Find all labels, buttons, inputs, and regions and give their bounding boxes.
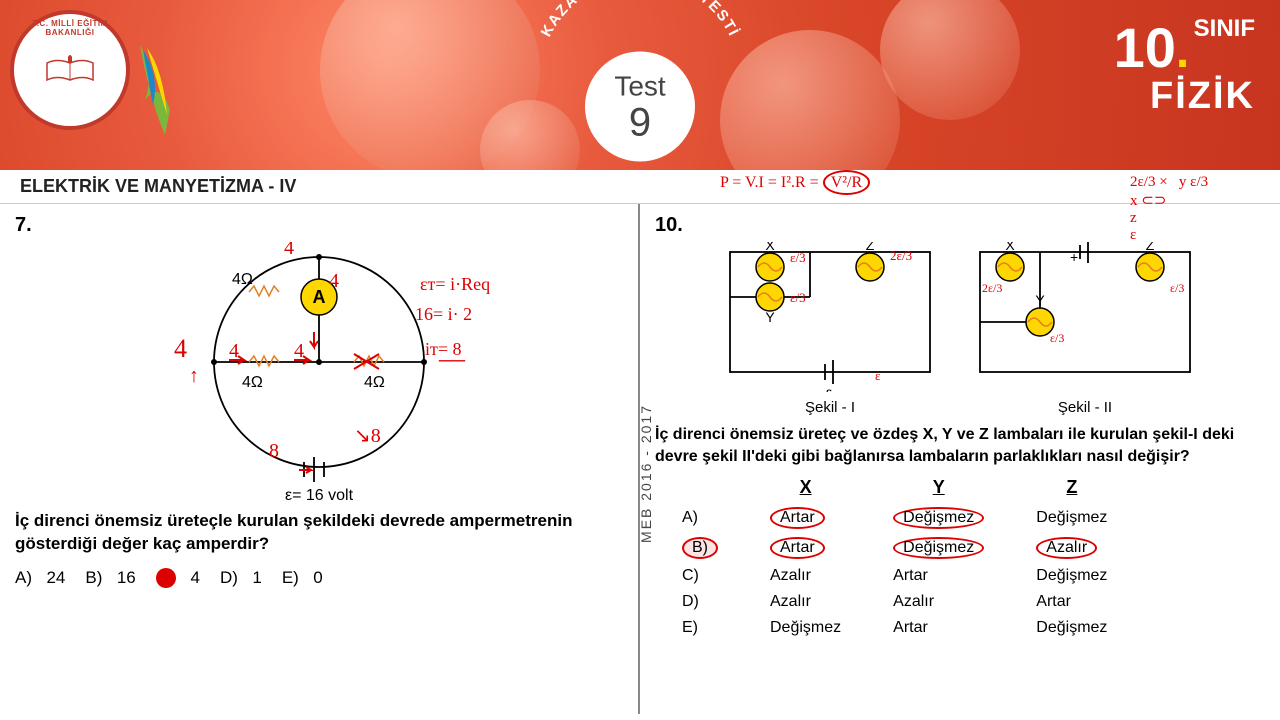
svg-text:ε= 16 volt: ε= 16 volt: [285, 487, 354, 502]
q7-opt-d: D) 1: [220, 568, 262, 588]
test-number: 9: [629, 103, 651, 143]
svg-text:↑: ↑: [189, 365, 199, 387]
circuit-sekil-1: X Y Z ε ε/3 ε/3 2ε/3 ε: [720, 242, 940, 392]
q10-row-b: B)ArtarDeğişmezAzalır: [657, 534, 1132, 562]
grade-number: 10: [1114, 16, 1176, 79]
q10-circuits: X Y Z ε ε/3 ε/3 2ε/3 ε Şekil - I: [655, 242, 1265, 416]
question-7: 7. 4Ω 4Ω 4Ω A ε= 16 volt 4: [0, 204, 640, 714]
q10-row-a: A)ArtarDeğişmezDeğişmez: [657, 504, 1132, 532]
subject-label: FİZİK: [1114, 75, 1255, 118]
q10-side-annot: 2ε/3 × y ε/3x ⊂⊃zε: [1130, 174, 1208, 244]
svg-text:+: +: [1070, 249, 1078, 265]
svg-text:4: 4: [294, 340, 304, 362]
svg-text:ε/3: ε/3: [1170, 281, 1184, 295]
svg-text:Y: Y: [765, 309, 775, 325]
q10-text: İç direnci önemsiz üreteç ve özdeş X, Y …: [655, 424, 1265, 467]
svg-text:4: 4: [284, 242, 294, 259]
topic-bar: ELEKTRİK VE MANYETİZMA - IV: [0, 170, 1280, 204]
svg-text:4Ω: 4Ω: [242, 374, 263, 391]
svg-text:ε: ε: [875, 368, 881, 383]
ministry-text: T.C. MİLLİ EĞİTİM BAKANLIĞI: [14, 19, 126, 37]
ministry-logo: T.C. MİLLİ EĞİTİM BAKANLIĞI: [10, 10, 160, 160]
svg-text:ε: ε: [826, 384, 832, 392]
question-10: MEB 2016 - 2017 10. P = V.I = I².R = V²/…: [640, 204, 1280, 714]
svg-text:KAZANIM KAVRAMA TESTİ: KAZANIM KAVRAMA TESTİ: [538, 0, 743, 40]
svg-text:ε/3: ε/3: [790, 290, 806, 305]
content-area: 7. 4Ω 4Ω 4Ω A ε= 16 volt 4: [0, 204, 1280, 714]
svg-text:8: 8: [269, 440, 279, 462]
circuit-sekil-2: X ε + Z Y 2ε/3 ε/3 ε/3: [970, 242, 1200, 392]
svg-text:X: X: [765, 242, 775, 253]
q7-opt-e: E) 0: [282, 568, 323, 588]
grade-box: 10. SINIF FİZİK: [1114, 15, 1255, 118]
fig2-label: Şekil - II: [970, 399, 1200, 416]
fig1-label: Şekil - I: [720, 399, 940, 416]
header-banner: T.C. MİLLİ EĞİTİM BAKANLIĞI KAZANIM KAVR…: [0, 0, 1280, 170]
svg-text:2ε/3: 2ε/3: [982, 281, 1002, 295]
svg-text:X: X: [1005, 242, 1015, 253]
q7-text: İç direnci önemsiz üreteçle kurulan şeki…: [15, 510, 623, 556]
q7-annot-2: 16= i· 2: [415, 304, 472, 325]
svg-text:↘8: ↘8: [354, 425, 381, 447]
svg-text:4: 4: [329, 270, 339, 292]
test-badge: KAZANIM KAVRAMA TESTİ Test 9: [530, 0, 750, 162]
q7-opt-b: B) 16: [85, 568, 135, 588]
q7-opt-a: A) 24: [15, 568, 65, 588]
q10-row-e: E)DeğişmezArtarDeğişmez: [657, 616, 1132, 640]
svg-text:Z: Z: [866, 242, 875, 253]
svg-text:4Ω: 4Ω: [232, 271, 253, 288]
q10-row-d: D)AzalırAzalırArtar: [657, 590, 1132, 614]
svg-text:2ε/3: 2ε/3: [890, 248, 912, 263]
q7-annot-3: iт= 8: [425, 339, 462, 360]
q7-opt-c: 4: [156, 568, 200, 588]
q10-answer-table: XYZ A)ArtarDeğişmezDeğişmez B)ArtarDeğiş…: [655, 475, 1134, 642]
q10-formula-annot: P = V.I = I².R = V²/R: [720, 174, 870, 192]
svg-text:4Ω: 4Ω: [364, 374, 385, 391]
q7-options: A) 24 B) 16 4 D) 1 E) 0: [15, 568, 623, 588]
svg-text:A: A: [313, 287, 326, 307]
year-label: MEB 2016 - 2017: [638, 404, 654, 543]
q10-number: 10.: [655, 214, 683, 236]
svg-text:Y: Y: [1035, 292, 1045, 308]
svg-text:ε/3: ε/3: [790, 250, 806, 265]
grade-suffix: SINIF: [1194, 15, 1255, 42]
test-label: Test: [614, 71, 665, 103]
svg-text:ε/3: ε/3: [1050, 331, 1064, 345]
q10-row-c: C)AzalırArtarDeğişmez: [657, 564, 1132, 588]
q7-annot-1: εт= i·Req: [420, 274, 490, 295]
svg-text:4: 4: [229, 340, 239, 362]
q7-number: 7.: [15, 214, 623, 237]
svg-text:4: 4: [174, 334, 187, 363]
answer-marker-icon: [156, 568, 176, 588]
